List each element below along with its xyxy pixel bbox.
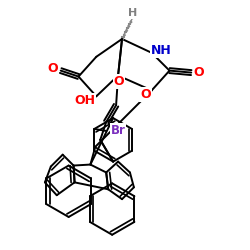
Text: O: O (114, 75, 124, 88)
Text: O: O (140, 88, 151, 101)
Text: O: O (194, 66, 204, 79)
Text: OH: OH (74, 94, 95, 107)
Text: H: H (128, 8, 138, 18)
Text: O: O (48, 62, 58, 75)
Text: Br: Br (110, 124, 126, 138)
Text: NH: NH (151, 44, 172, 57)
